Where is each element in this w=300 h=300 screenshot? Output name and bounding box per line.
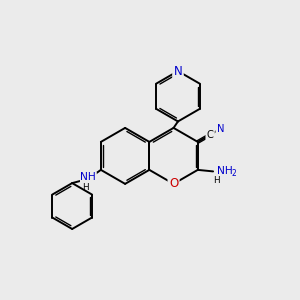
Text: NH: NH	[80, 172, 96, 182]
Text: NH: NH	[217, 167, 232, 176]
Text: H: H	[213, 176, 220, 185]
Text: 2: 2	[232, 169, 237, 178]
Text: N: N	[217, 124, 224, 134]
Text: O: O	[169, 177, 178, 190]
Text: N: N	[174, 64, 182, 78]
Text: H: H	[82, 183, 89, 192]
Text: C: C	[207, 130, 214, 140]
